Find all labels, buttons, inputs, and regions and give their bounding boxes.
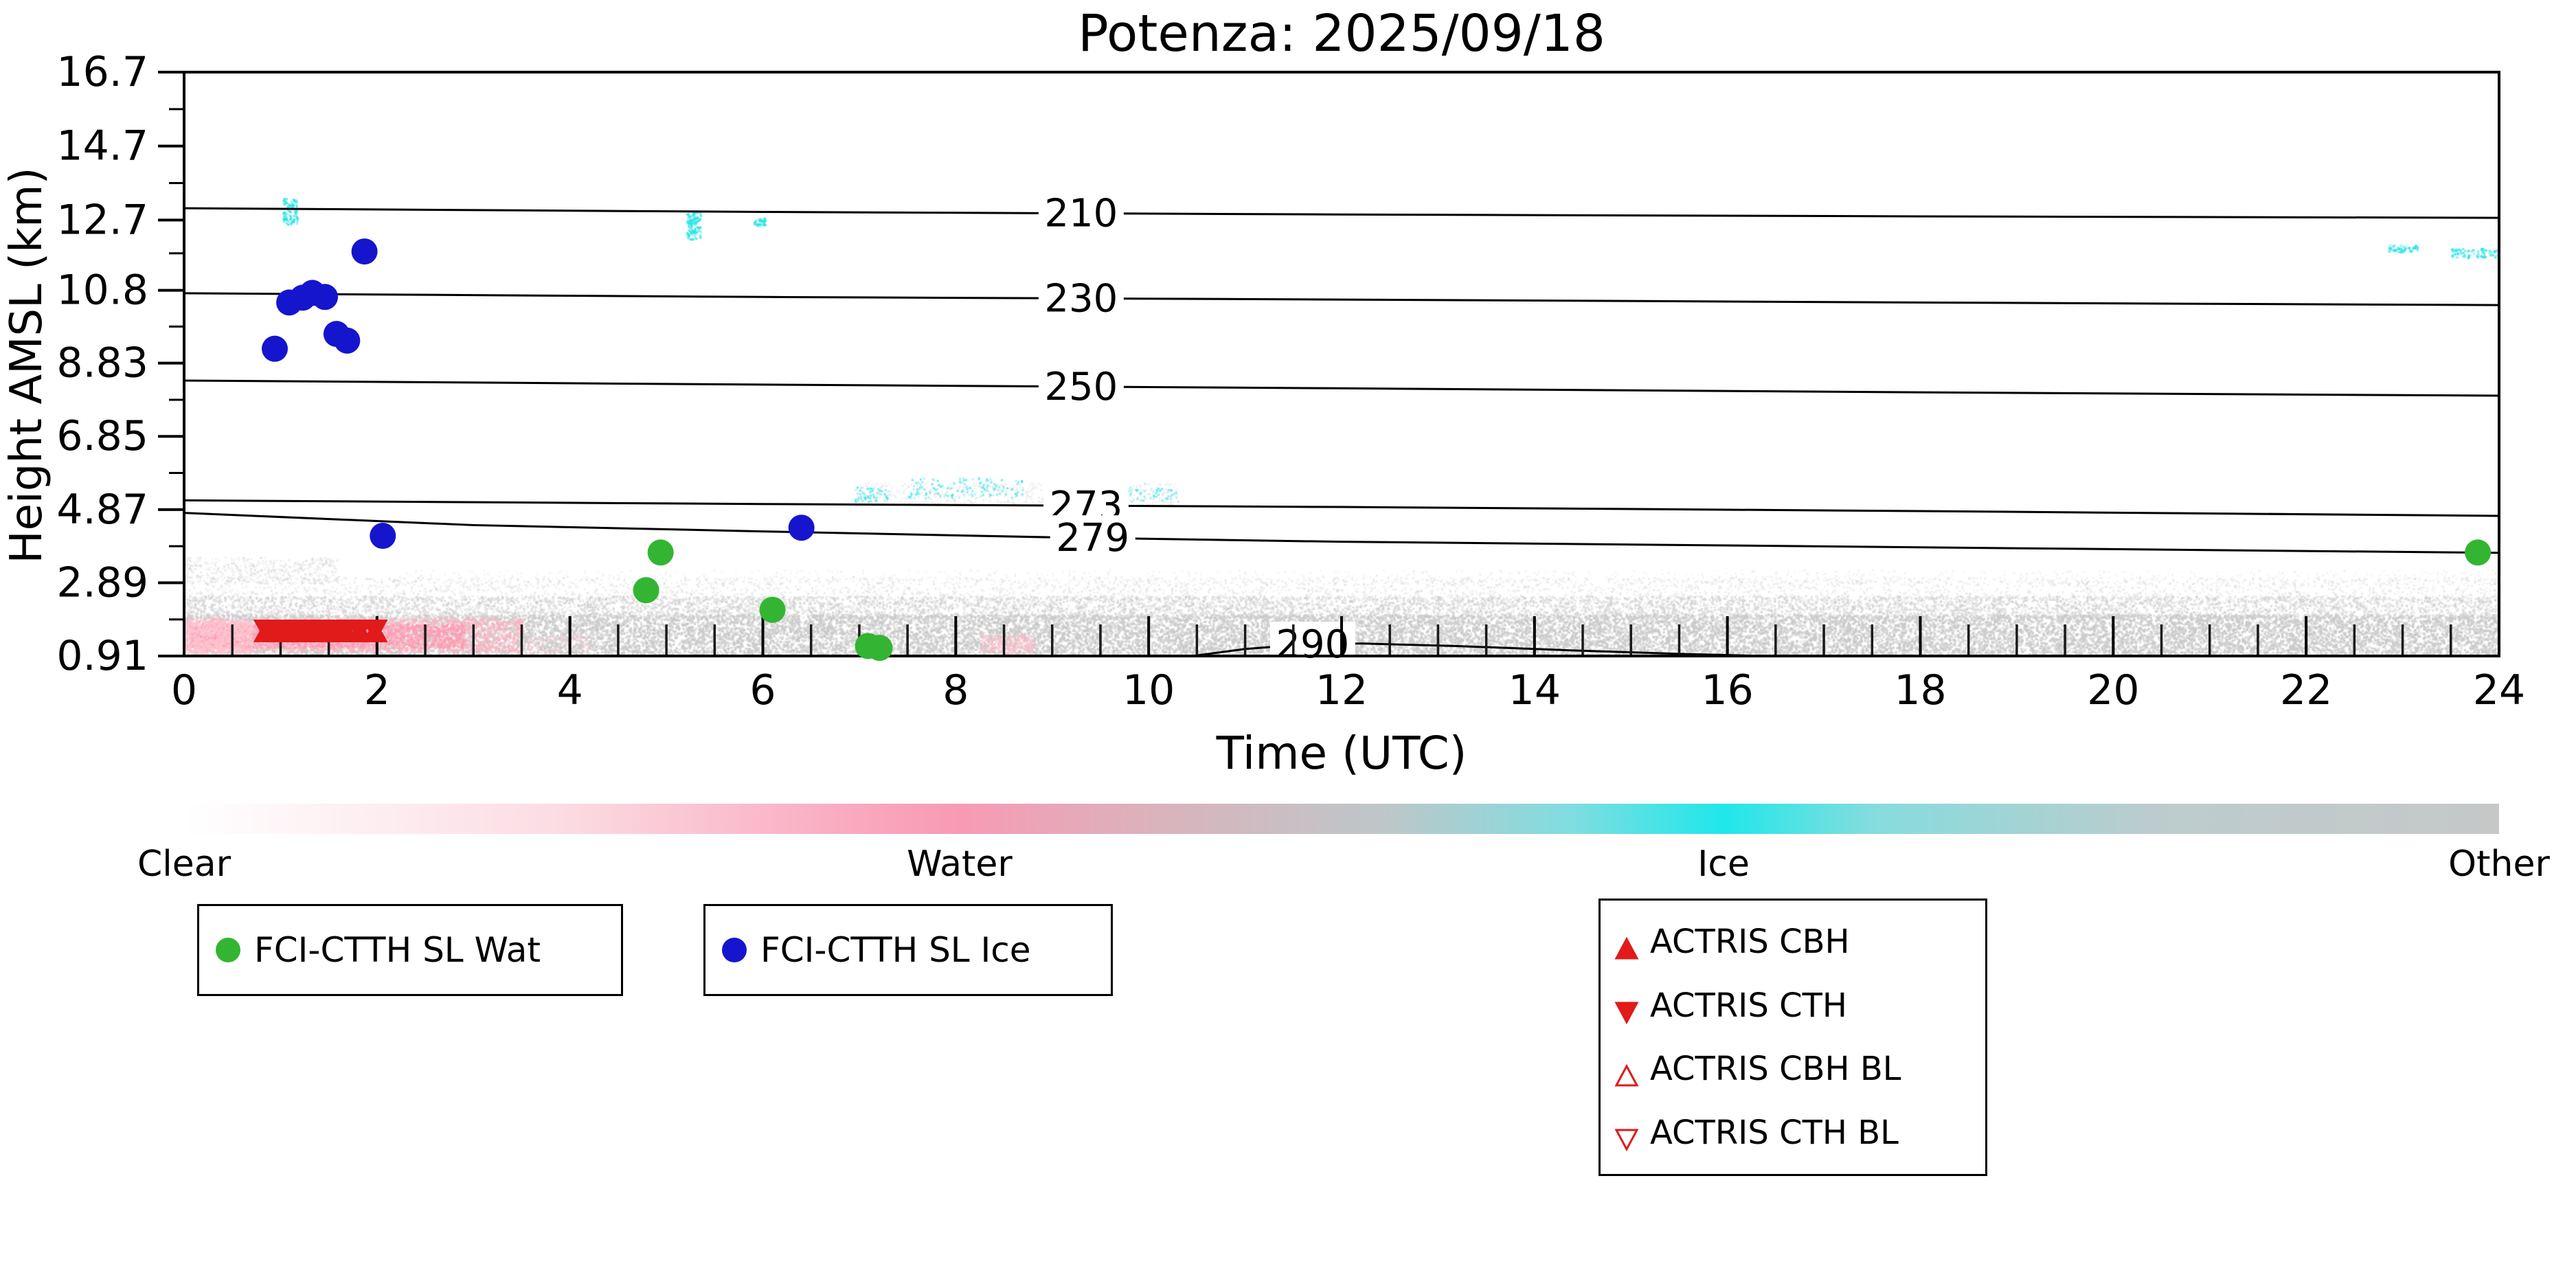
y-tick-label: 6.85: [56, 412, 148, 460]
y-tick-label: 16.7: [56, 48, 148, 96]
colorbar: [184, 804, 2499, 834]
legend-box-ice: FCI-CTTH SL Ice: [703, 904, 1113, 996]
triangle-down-marker: [357, 619, 383, 643]
scatter-point: [788, 515, 815, 541]
contour-line-250: [183, 379, 2500, 397]
legend-row-actris-cbh-bl: ACTRIS CBH BL: [1614, 1050, 1971, 1088]
legend-box-actris: ACTRIS CBH ACTRIS CTH ACTRIS CBH BL ACTR…: [1598, 899, 1987, 1176]
y-axis-label: Height AMSL (km): [1, 167, 52, 564]
y-tick-label: 8.83: [56, 339, 148, 387]
colorbar-label-other: Other: [2448, 844, 2550, 885]
contour-line-290: [1192, 642, 1766, 657]
colorbar-label-ice: Ice: [1697, 844, 1750, 885]
x-tick-label: 20: [2087, 666, 2139, 714]
scatter-point: [633, 577, 659, 604]
scatter-point: [351, 238, 378, 265]
contour-label-250: 250: [1044, 365, 1118, 409]
axes: 0 2 4 6 8 10 12 14 16 18 20 22 240.912.894.876.858.8…: [56, 48, 2525, 714]
contour-line-210: [183, 207, 2500, 219]
contour-label-bg: [1038, 275, 1124, 321]
contour-label-279: 279: [1056, 516, 1129, 561]
contour-label-bg: [1038, 363, 1124, 409]
colorbar-label-clear: Clear: [137, 844, 231, 885]
x-tick-label: 18: [1894, 666, 1946, 714]
contour-line-230: [183, 292, 2500, 306]
y-tick-label: 0.91: [56, 632, 148, 680]
scatter-point: [334, 327, 361, 354]
x-tick-label: 16: [1701, 666, 1753, 714]
legend-row-actris-cth: ACTRIS CTH: [1614, 986, 1971, 1025]
x-tick-label: 8: [942, 666, 969, 714]
x-tick-label: 6: [749, 666, 776, 714]
series-fci-ctth-sl-wat: [633, 539, 2492, 662]
wat-legend-label: FCI-CTTH SL Wat: [254, 930, 541, 970]
scatter-point: [370, 523, 396, 550]
contour-label-290: 290: [1276, 622, 1349, 667]
triangle-up-open-icon: [1614, 1057, 1639, 1087]
triangle-up-filled-icon: [1614, 930, 1639, 960]
x-tick-label: 12: [1315, 666, 1368, 714]
y-tick-label: 10.8: [56, 267, 148, 315]
series-fci-ctth-sl-ice: [261, 238, 815, 550]
y-tick-label: 14.7: [56, 122, 148, 170]
x-axis-label: Time (UTC): [1216, 727, 1467, 780]
ice-legend-marker-icon: [722, 938, 747, 962]
actris-cth-label: ACTRIS CTH: [1650, 986, 1847, 1025]
wat-legend-marker-icon: [216, 938, 240, 962]
scatter-point: [866, 635, 893, 662]
x-tick-label: 4: [557, 666, 583, 714]
ice-legend-label: FCI-CTTH SL Ice: [760, 930, 1031, 970]
contour-line-273: [183, 499, 2500, 517]
triangle-down-open-icon: [1614, 1121, 1639, 1151]
legend-row-actris-cbh: ACTRIS CBH: [1614, 923, 1971, 961]
legend-box-wat: FCI-CTTH SL Wat: [197, 904, 623, 996]
triangle-down-filled-icon: [1614, 994, 1639, 1024]
legend-row-actris-cth-bl: ACTRIS CTH BL: [1614, 1114, 1971, 1152]
series-actris-cth-bl: [316, 619, 383, 643]
x-tick-label: 10: [1122, 666, 1175, 714]
actris-cbh-bl-label: ACTRIS CBH BL: [1650, 1050, 1901, 1089]
contour-label-230: 230: [1044, 276, 1118, 321]
y-tick-label: 12.7: [56, 196, 148, 244]
scatter-point: [759, 596, 786, 623]
x-tick-label: 24: [2473, 666, 2525, 714]
x-tick-label: 22: [2280, 666, 2332, 714]
scatter-point: [261, 335, 288, 362]
chart-area: 210 230 250 273 279 290 0 2 4 6 8 10 12 14 16 18 20 22 24 0…: [0, 0, 2576, 797]
contour-label-bg: [1050, 515, 1136, 561]
y-tick-label: 4.87: [56, 486, 148, 534]
scatter-point: [312, 284, 339, 310]
scatter-point: [647, 539, 674, 566]
contour-line-279: [183, 512, 2500, 554]
contour-label-210: 210: [1044, 192, 1118, 236]
x-tick-label: 14: [1509, 666, 1561, 714]
triangle-down-marker: [316, 619, 342, 643]
contour-label-bg: [1038, 190, 1124, 236]
colorbar-label-water: Water: [907, 844, 1013, 885]
actris-cbh-label: ACTRIS CBH: [1650, 923, 1850, 962]
actris-cth-bl-label: ACTRIS CTH BL: [1650, 1113, 1899, 1152]
x-tick-label: 0: [171, 666, 197, 714]
x-tick-label: 2: [364, 666, 390, 714]
y-tick-label: 2.89: [56, 558, 148, 607]
scatter-point: [2465, 539, 2492, 566]
